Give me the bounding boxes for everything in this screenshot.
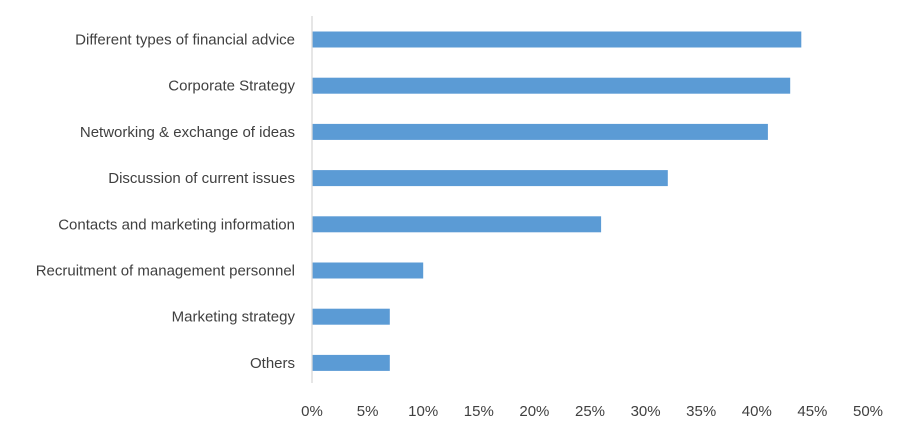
category-label: Marketing strategy — [172, 309, 296, 326]
category-label: Recruitment of management personnel — [36, 263, 295, 280]
bar-1 — [312, 77, 791, 94]
category-label: Corporate Strategy — [168, 78, 295, 95]
category-label: Contacts and marketing information — [58, 216, 295, 233]
category-label: Discussion of current issues — [108, 170, 295, 187]
bars-group — [312, 31, 802, 371]
x-tick-label: 35% — [686, 403, 716, 420]
x-tick-labels: 0% 5% 10% 15% 20% 25% 30% 35% 40% 45% 50% — [301, 403, 883, 420]
x-tick-label: 0% — [301, 403, 323, 420]
x-tick-label: 10% — [408, 403, 438, 420]
x-tick-label: 5% — [357, 403, 379, 420]
category-label: Different types of financial advice — [75, 32, 295, 49]
bar-7 — [312, 354, 390, 371]
bar-5 — [312, 262, 424, 279]
bar-4 — [312, 216, 602, 233]
category-label: Others — [250, 355, 295, 372]
x-tick-label: 40% — [742, 403, 772, 420]
x-tick-label: 30% — [631, 403, 661, 420]
x-tick-label: 50% — [853, 403, 883, 420]
bar-0 — [312, 31, 802, 48]
x-tick-label: 45% — [797, 403, 827, 420]
bar-6 — [312, 308, 390, 325]
x-tick-label: 20% — [519, 403, 549, 420]
category-labels: Different types of financial advice Corpo… — [36, 32, 296, 372]
x-tick-label: 25% — [575, 403, 605, 420]
bar-3 — [312, 170, 668, 187]
x-tick-label: 15% — [464, 403, 494, 420]
bar-2 — [312, 123, 768, 140]
category-label: Networking & exchange of ideas — [80, 124, 295, 141]
